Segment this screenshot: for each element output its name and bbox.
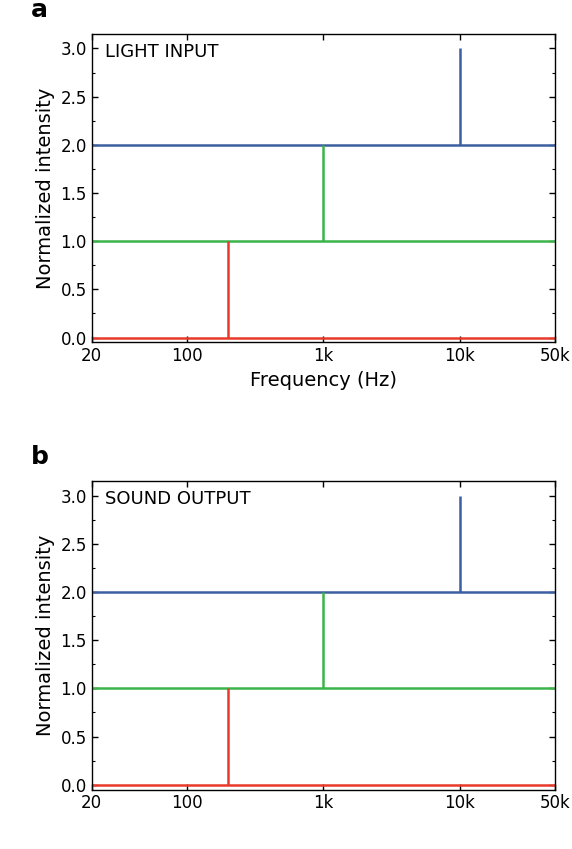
Text: LIGHT INPUT: LIGHT INPUT	[105, 43, 219, 61]
Y-axis label: Normalized intensity: Normalized intensity	[35, 535, 55, 736]
Text: SOUND OUTPUT: SOUND OUTPUT	[105, 491, 251, 509]
Text: b: b	[31, 445, 49, 469]
Text: a: a	[31, 0, 48, 21]
X-axis label: Frequency (Hz): Frequency (Hz)	[250, 371, 396, 390]
Y-axis label: Normalized intensity: Normalized intensity	[35, 87, 55, 289]
